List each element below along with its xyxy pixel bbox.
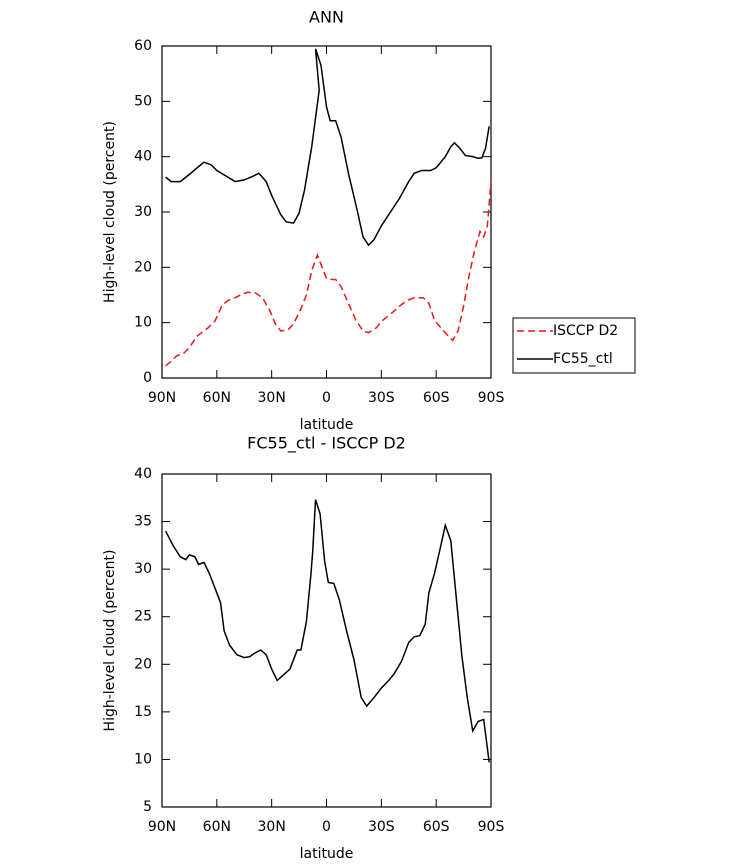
y-tick-label: 40 [134,466,152,482]
data-line [164,499,490,763]
chart-title: ANN [309,8,344,27]
plot-frame [161,473,492,808]
y-tick-label: 5 [143,799,152,815]
y-tick-label: 25 [134,609,152,625]
y-tick-label: 15 [134,704,152,720]
y-tick-label: 35 [134,514,152,530]
x-tick-label: 30S [368,819,395,835]
y-tick-label: 20 [134,656,152,672]
x-tick-label: 60S [423,390,450,406]
y-tick-label: 0 [143,370,152,386]
x-tick-label: 60N [203,819,231,835]
x-tick-label: 90S [478,819,505,835]
data-line [165,48,490,247]
y-axis-label: High-level cloud (percent) [102,550,118,732]
y-tick-label: 30 [134,204,152,220]
y-tick-label: 10 [134,315,152,331]
x-tick-label: 30N [258,819,286,835]
legend-label: FC55_ctl [553,351,613,367]
y-tick-label: 20 [134,259,152,275]
x-tick-label: 30S [368,390,395,406]
x-tick-label: 60S [423,819,450,835]
y-tick-label: 40 [134,149,152,165]
y-tick-label: 50 [134,93,152,109]
legend-label: ISCCP D2 [553,323,618,339]
y-axis-label: High-level cloud (percent) [102,121,118,303]
x-tick-label: 0 [322,819,331,835]
x-tick-label: 0 [322,390,331,406]
x-tick-label: 90N [148,819,176,835]
x-tick-label: 90N [148,390,176,406]
plot-frame [161,45,492,379]
y-tick-label: 60 [134,38,152,54]
x-tick-label: 60N [203,390,231,406]
data-line [165,181,492,367]
x-tick-label: 90S [478,390,505,406]
y-tick-label: 10 [134,751,152,767]
y-tick-label: 30 [134,561,152,577]
legend-box [512,317,636,374]
x-tick-label: 30N [258,390,286,406]
x-axis-label: latitude [300,417,354,433]
chart-title: FC55_ctl - ISCCP D2 [247,434,406,454]
x-axis-label: latitude [300,846,354,862]
